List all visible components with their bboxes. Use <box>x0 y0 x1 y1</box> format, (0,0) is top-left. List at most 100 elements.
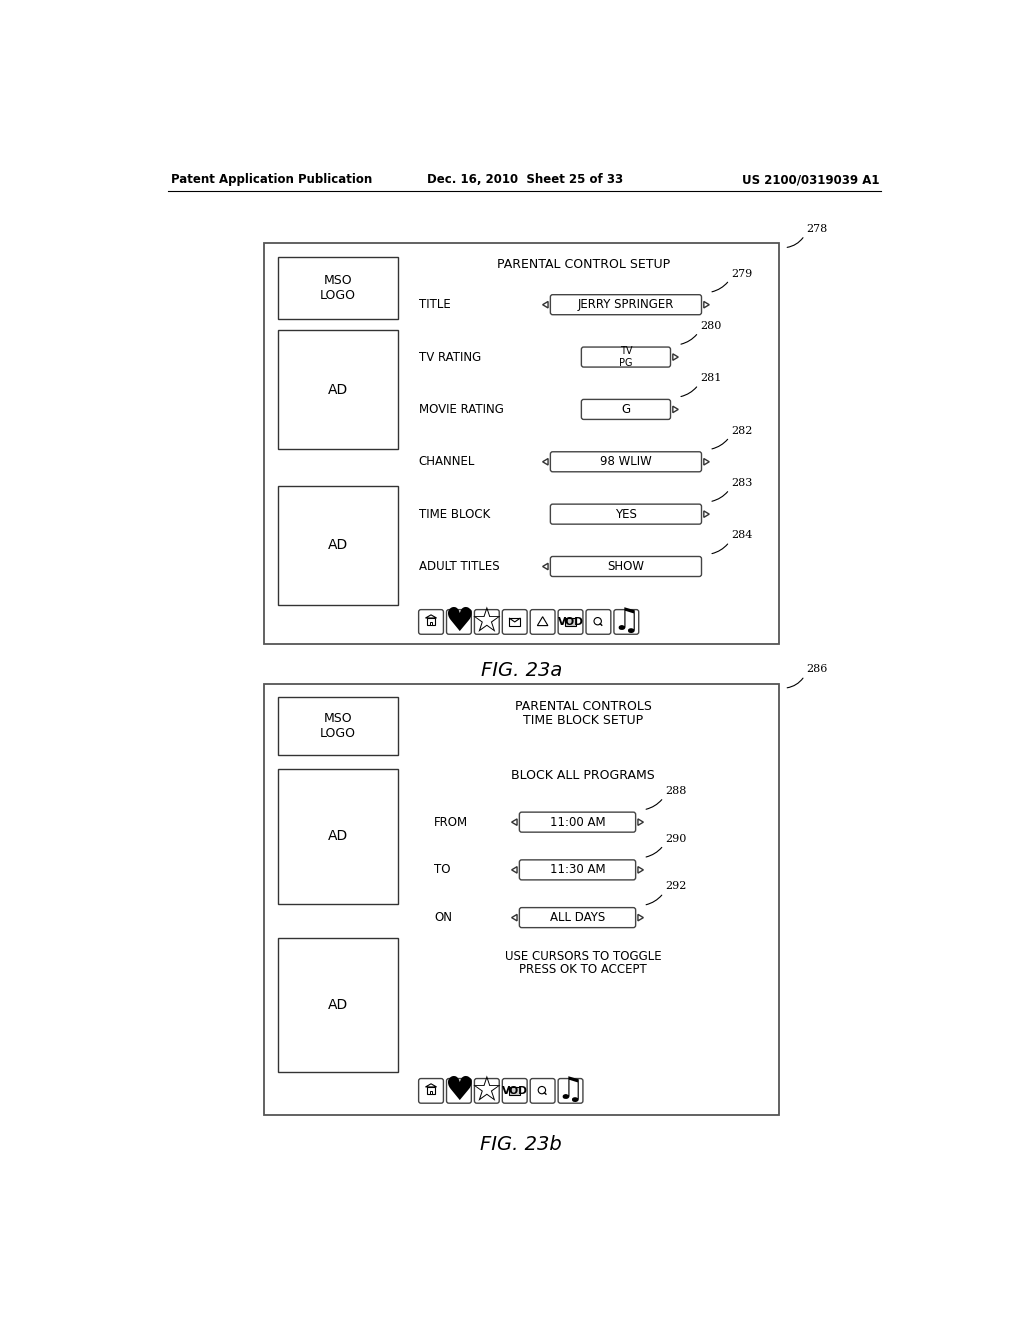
Text: FIG. 23a: FIG. 23a <box>480 661 562 680</box>
FancyBboxPatch shape <box>427 1086 435 1094</box>
FancyBboxPatch shape <box>278 770 397 904</box>
Text: AD: AD <box>328 383 348 397</box>
Text: FIG. 23b: FIG. 23b <box>480 1134 562 1154</box>
Text: VOD: VOD <box>558 616 584 627</box>
FancyBboxPatch shape <box>550 504 701 524</box>
Text: AD: AD <box>328 829 348 843</box>
Text: TV
PG: TV PG <box>620 346 633 368</box>
Polygon shape <box>703 458 710 465</box>
FancyBboxPatch shape <box>278 937 397 1072</box>
Polygon shape <box>638 867 643 873</box>
FancyBboxPatch shape <box>503 1078 527 1104</box>
Polygon shape <box>703 511 710 517</box>
Text: 288: 288 <box>665 785 686 796</box>
Text: YES: YES <box>615 508 637 520</box>
Text: ☆: ☆ <box>471 605 503 639</box>
FancyBboxPatch shape <box>430 1090 432 1094</box>
Text: Patent Application Publication: Patent Application Publication <box>171 173 372 186</box>
Text: ALL DAYS: ALL DAYS <box>550 911 605 924</box>
FancyBboxPatch shape <box>430 622 432 626</box>
Text: BLOCK ALL PROGRAMS: BLOCK ALL PROGRAMS <box>511 770 655 783</box>
Text: MSO: MSO <box>324 711 352 725</box>
Text: ON: ON <box>434 911 453 924</box>
Text: TO: TO <box>434 863 451 876</box>
Polygon shape <box>703 301 710 308</box>
Text: 284: 284 <box>731 531 753 540</box>
FancyBboxPatch shape <box>474 610 500 635</box>
Text: MOVIE RATING: MOVIE RATING <box>419 403 504 416</box>
FancyBboxPatch shape <box>565 618 575 626</box>
FancyBboxPatch shape <box>419 1078 443 1104</box>
FancyBboxPatch shape <box>510 618 520 626</box>
FancyBboxPatch shape <box>427 618 435 626</box>
Polygon shape <box>673 354 678 360</box>
Text: PARENTAL CONTROL SETUP: PARENTAL CONTROL SETUP <box>497 259 670 271</box>
FancyBboxPatch shape <box>558 610 583 635</box>
Text: 11:30 AM: 11:30 AM <box>550 863 605 876</box>
Text: ♥: ♥ <box>444 1074 474 1107</box>
FancyBboxPatch shape <box>530 1078 555 1104</box>
FancyBboxPatch shape <box>446 1078 471 1104</box>
Text: 286: 286 <box>806 664 827 675</box>
Text: PRESS OK TO ACCEPT: PRESS OK TO ACCEPT <box>519 962 647 975</box>
Text: 292: 292 <box>665 882 686 891</box>
Text: USE CURSORS TO TOGGLE: USE CURSORS TO TOGGLE <box>505 949 662 962</box>
Polygon shape <box>426 615 436 618</box>
Text: ♥: ♥ <box>444 606 474 639</box>
FancyBboxPatch shape <box>582 400 671 420</box>
Polygon shape <box>512 867 517 873</box>
FancyBboxPatch shape <box>519 908 636 928</box>
Text: MSO: MSO <box>324 273 352 286</box>
Text: AD: AD <box>328 998 348 1012</box>
FancyBboxPatch shape <box>446 610 471 635</box>
Text: 282: 282 <box>731 425 753 436</box>
Circle shape <box>539 1086 546 1094</box>
FancyBboxPatch shape <box>510 1088 520 1094</box>
Text: US 2100/0319039 A1: US 2100/0319039 A1 <box>742 173 880 186</box>
Text: AD: AD <box>328 539 348 552</box>
FancyBboxPatch shape <box>519 859 636 880</box>
FancyBboxPatch shape <box>278 257 397 318</box>
Text: ♫: ♫ <box>612 607 640 636</box>
FancyBboxPatch shape <box>550 557 701 577</box>
FancyBboxPatch shape <box>474 1078 500 1104</box>
Text: 279: 279 <box>731 268 753 279</box>
Polygon shape <box>638 818 643 825</box>
Text: LOGO: LOGO <box>319 289 355 302</box>
FancyBboxPatch shape <box>263 684 779 1114</box>
FancyBboxPatch shape <box>519 812 636 832</box>
FancyBboxPatch shape <box>558 1078 583 1104</box>
FancyBboxPatch shape <box>278 697 397 755</box>
Text: CHANNEL: CHANNEL <box>419 455 475 469</box>
FancyBboxPatch shape <box>530 610 555 635</box>
Text: 281: 281 <box>700 374 721 383</box>
Text: TIME BLOCK SETUP: TIME BLOCK SETUP <box>523 714 643 727</box>
FancyBboxPatch shape <box>263 243 779 644</box>
FancyBboxPatch shape <box>278 486 397 605</box>
Text: 290: 290 <box>665 834 686 843</box>
FancyBboxPatch shape <box>550 294 701 314</box>
Text: 280: 280 <box>700 321 721 331</box>
FancyBboxPatch shape <box>586 610 611 635</box>
Text: Dec. 16, 2010  Sheet 25 of 33: Dec. 16, 2010 Sheet 25 of 33 <box>427 173 623 186</box>
Text: 98 WLIW: 98 WLIW <box>600 455 652 469</box>
Text: ♫: ♫ <box>557 1076 585 1105</box>
Text: FROM: FROM <box>434 816 468 829</box>
Polygon shape <box>673 407 678 413</box>
Polygon shape <box>512 818 517 825</box>
Text: TIME BLOCK: TIME BLOCK <box>419 508 489 520</box>
Polygon shape <box>538 616 548 626</box>
Polygon shape <box>543 301 548 308</box>
Text: VOD: VOD <box>502 1086 527 1096</box>
Text: SHOW: SHOW <box>607 560 644 573</box>
FancyBboxPatch shape <box>278 330 397 449</box>
FancyBboxPatch shape <box>614 610 639 635</box>
FancyBboxPatch shape <box>550 451 701 471</box>
Polygon shape <box>543 458 548 465</box>
Text: TV RATING: TV RATING <box>419 351 481 363</box>
Polygon shape <box>638 915 643 921</box>
Polygon shape <box>426 1084 436 1086</box>
Circle shape <box>594 618 601 624</box>
Text: ADULT TITLES: ADULT TITLES <box>419 560 500 573</box>
Text: PARENTAL CONTROLS: PARENTAL CONTROLS <box>515 700 651 713</box>
